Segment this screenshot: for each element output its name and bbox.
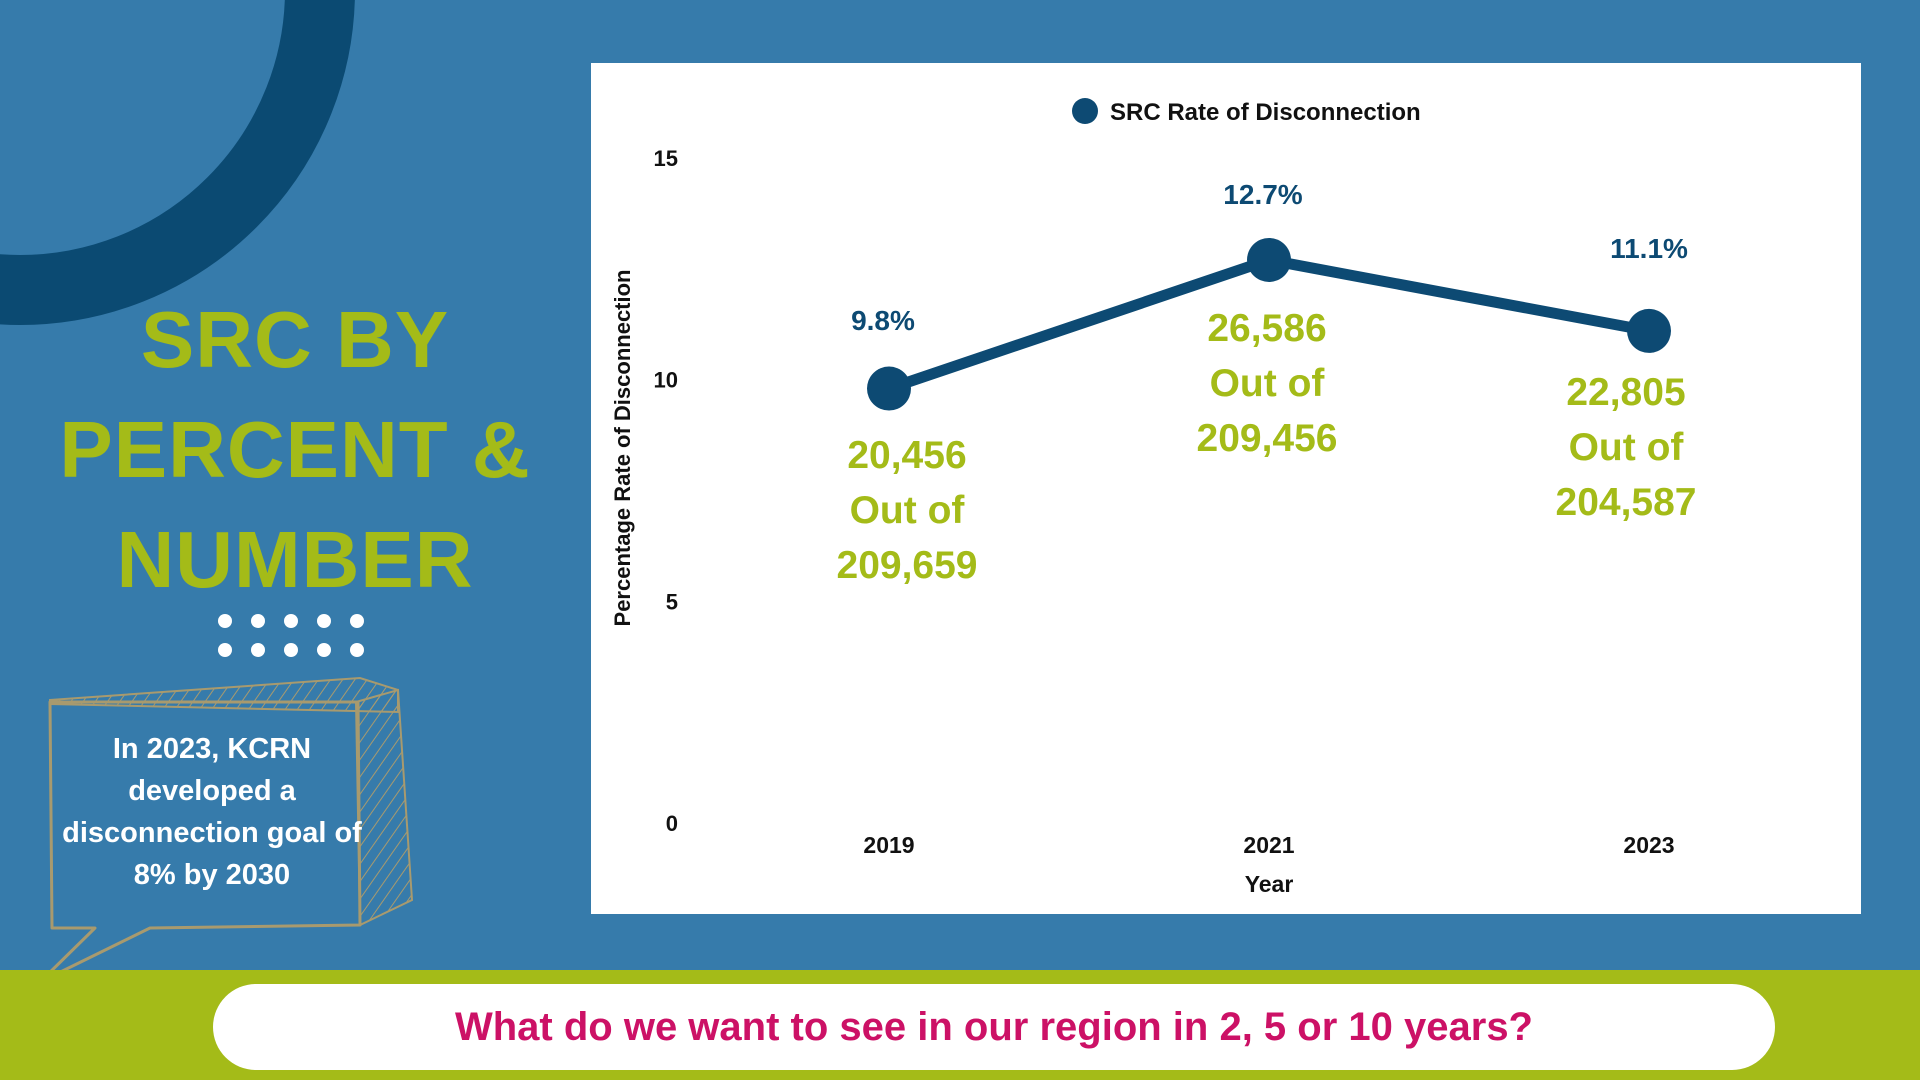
x-tick-label: 2021 — [1243, 832, 1294, 858]
y-tick-label: 10 — [654, 368, 678, 393]
page-title: SRC BY PERCENT & NUMBER — [40, 285, 550, 615]
data-point — [867, 366, 911, 411]
count-annotation-line: 26,586 — [1207, 307, 1326, 350]
count-annotation-line: Out of — [1210, 362, 1326, 405]
count-annotation-line: Out of — [1569, 426, 1685, 469]
line-chart: SRC Rate of Disconnection Percentage Rat… — [610, 98, 1697, 897]
data-point — [1627, 308, 1671, 353]
page-title-line-2: PERCENT & — [59, 405, 531, 494]
goal-note: In 2023, KCRN developed a disconnection … — [62, 733, 362, 891]
x-axis-title: Year — [1245, 871, 1294, 897]
y-tick-label: 5 — [666, 589, 678, 614]
x-tick-label: 2019 — [863, 832, 914, 858]
speech-bubble — [38, 676, 414, 984]
count-annotation-line: 209,659 — [837, 544, 978, 587]
data-label: 12.7% — [1223, 179, 1302, 210]
data-point — [1247, 237, 1291, 282]
count-annotation-line: 22,805 — [1566, 371, 1685, 414]
page-title-line-1: SRC BY — [140, 295, 450, 384]
y-tick-label: 0 — [666, 811, 678, 836]
annotation-layer: 20,456 Out of 209,659 26,586 Out of 209,456 22… — [837, 307, 1697, 587]
count-annotation-line: Out of — [850, 489, 966, 532]
y-axis-title: Percentage Rate of Disconnection — [610, 270, 635, 627]
question-text: What do we want to see in our region in … — [454, 1004, 1533, 1049]
legend-label: SRC Rate of Disconnection — [1110, 99, 1421, 126]
data-label: 9.8% — [851, 305, 915, 336]
x-tick-label: 2023 — [1623, 832, 1674, 858]
count-annotation-line: 209,456 — [1197, 417, 1338, 460]
page-title-line-3: NUMBER — [116, 515, 474, 604]
y-axis-ticks: 0 5 10 15 — [654, 146, 678, 836]
series-layer: 9.8% 12.7% 11.1% — [851, 179, 1688, 411]
question-banner: What do we want to see in our region in … — [213, 984, 1775, 1070]
count-annotation-line: 20,456 — [847, 434, 966, 477]
x-axis-ticks: 2019 2021 2023 — [863, 832, 1674, 858]
data-label: 11.1% — [1610, 233, 1688, 264]
decorative-dots — [218, 614, 364, 657]
chart-panel: SRC Rate of Disconnection Percentage Rat… — [591, 63, 1861, 914]
legend-marker — [1072, 98, 1098, 124]
count-annotation-line: 204,587 — [1556, 481, 1697, 524]
y-tick-label: 15 — [654, 146, 678, 171]
chart-legend: SRC Rate of Disconnection — [1072, 98, 1421, 126]
decorative-arc — [0, 0, 355, 325]
